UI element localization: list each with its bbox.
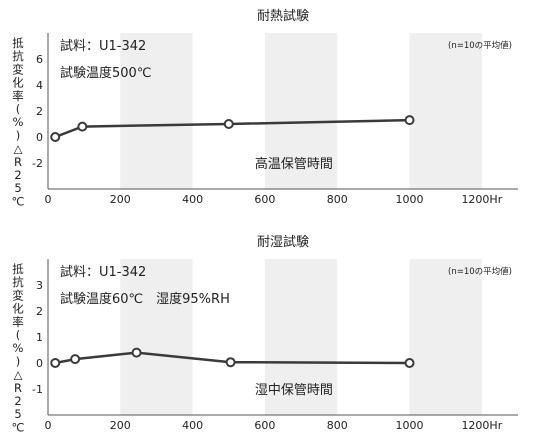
y-axis-label: 抵抗変化率(%) △ R 2 5 ℃ — [12, 262, 25, 434]
chart-2: 耐湿試験 0 200 400 600 800 1000 1200Hr -1 0 1 2 3 抵抗変化率(%… — [12, 234, 518, 434]
y-tick-label: 3 — [36, 279, 43, 292]
x-tick-label: 0 — [45, 193, 52, 206]
x-tick-label: 200 — [110, 419, 131, 432]
chart-title: 耐熱試験 — [257, 8, 309, 24]
note-label: (n=10の平均値) — [448, 266, 512, 277]
x-tick-label: 400 — [182, 419, 203, 432]
data-point — [225, 357, 236, 368]
y-tick-label: 4 — [36, 79, 43, 92]
x-tick-label: 800 — [327, 419, 348, 432]
series-line — [54, 118, 410, 139]
y-tick-label: 6 — [36, 53, 43, 66]
x-annotation: 湿中保管時間 — [255, 383, 333, 398]
x-tick-label: 1200Hr — [461, 419, 502, 432]
note-label: (n=10の平均値) — [448, 40, 512, 51]
data-point — [404, 358, 415, 368]
y-tick-label: 0 — [36, 131, 43, 144]
y-tick-label: 2 — [36, 305, 43, 318]
data-point — [223, 119, 234, 129]
chart-1: 耐熱試験 0 200 400 600 800 1000 1200Hr -2 0 2 4 6 抵抗変化率(%… — [12, 8, 518, 208]
chart-title: 耐湿試験 — [257, 234, 309, 250]
x-tick-label: 0 — [45, 419, 52, 432]
grid-band — [409, 33, 482, 189]
grid-band — [409, 259, 482, 415]
x-tick-label: 1200Hr — [461, 193, 502, 206]
data-point — [131, 347, 142, 358]
grid-band — [120, 259, 193, 415]
x-annotation: 高温保管時間 — [255, 156, 333, 172]
x-tick-label: 200 — [110, 193, 131, 206]
grid-band — [264, 259, 338, 415]
y-tick-label: 1 — [36, 331, 43, 344]
condition-label: 試験温度500℃ — [60, 65, 151, 81]
y-tick-label: -2 — [32, 157, 43, 170]
data-point — [50, 358, 61, 368]
data-point — [50, 132, 61, 142]
x-tick-label: 600 — [254, 419, 275, 432]
data-point — [404, 115, 415, 126]
data-point — [70, 354, 81, 365]
x-tick-label: 600 — [254, 193, 275, 206]
condition-label: 試験温度60℃ 湿度95%RH — [60, 291, 230, 307]
x-tick-label: 1000 — [396, 419, 424, 432]
x-tick-label: 400 — [182, 193, 203, 206]
data-point — [77, 121, 88, 132]
y-tick-label: -1 — [32, 383, 43, 396]
y-tick-label: 2 — [36, 105, 43, 118]
grid-band — [264, 33, 338, 189]
y-axis-label: 抵抗変化率(%) △ R 2 5 ℃ — [12, 36, 25, 208]
y-tick-label: 0 — [36, 357, 43, 370]
sample-label: 試料：U1-342 — [60, 264, 146, 280]
grid-band — [120, 33, 193, 189]
sample-label: 試料：U1-342 — [60, 38, 146, 54]
x-tick-label: 800 — [327, 193, 348, 206]
x-tick-label: 1000 — [396, 193, 424, 206]
